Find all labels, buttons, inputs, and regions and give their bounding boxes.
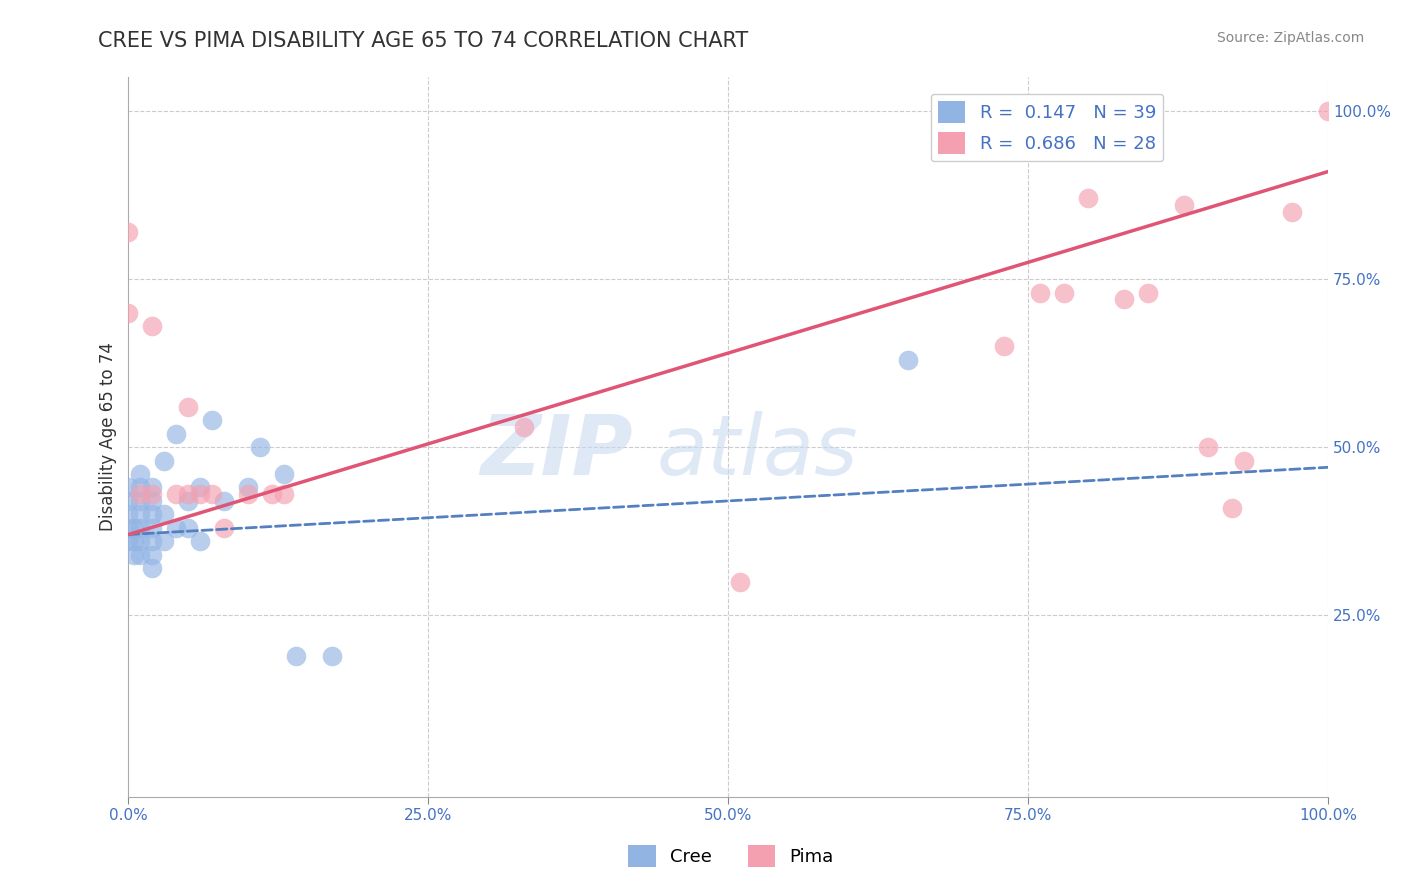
Point (1197, 440, 1219, 454)
Point (262, 487, 284, 501)
Text: CREE VS PIMA DISABILITY AGE 65 TO 74 CORRELATION CHART: CREE VS PIMA DISABILITY AGE 65 TO 74 COR… (98, 31, 748, 51)
Point (141, 508, 163, 522)
Point (129, 467, 152, 481)
Point (129, 534, 152, 549)
Point (117, 306, 139, 320)
Point (124, 548, 146, 562)
Point (166, 521, 188, 535)
Point (1281, 205, 1303, 219)
Point (153, 508, 176, 522)
Point (177, 494, 200, 508)
Legend: Cree, Pima: Cree, Pima (621, 838, 841, 874)
Point (238, 480, 260, 494)
Point (166, 426, 188, 441)
Point (190, 480, 212, 494)
Point (129, 521, 152, 535)
Point (117, 494, 139, 508)
Point (273, 467, 295, 481)
Text: ZIP: ZIP (479, 411, 633, 492)
Point (190, 534, 212, 549)
Point (214, 494, 236, 508)
Point (117, 534, 139, 549)
Point (166, 487, 188, 501)
Point (993, 339, 1015, 353)
Point (117, 225, 139, 239)
Point (1077, 191, 1099, 205)
Point (129, 494, 152, 508)
Point (117, 480, 139, 494)
Point (129, 480, 152, 494)
Point (177, 521, 200, 535)
Point (1029, 285, 1052, 300)
Point (141, 521, 163, 535)
Point (153, 534, 176, 549)
Point (141, 487, 163, 501)
Point (273, 487, 295, 501)
Text: atlas: atlas (657, 411, 858, 492)
Point (1317, 103, 1340, 118)
Point (177, 400, 200, 414)
Point (1053, 285, 1076, 300)
Point (153, 453, 176, 467)
Y-axis label: Disability Age 65 to 74: Disability Age 65 to 74 (100, 343, 117, 532)
Point (1137, 285, 1160, 300)
Point (141, 319, 163, 334)
Legend: R =  0.147   N = 39, R =  0.686   N = 28: R = 0.147 N = 39, R = 0.686 N = 28 (931, 94, 1163, 161)
Point (897, 352, 920, 367)
Point (141, 494, 163, 508)
Point (249, 440, 271, 454)
Point (129, 548, 152, 562)
Point (214, 521, 236, 535)
Point (730, 574, 752, 589)
Point (285, 648, 308, 663)
Point (201, 413, 224, 427)
Point (190, 487, 212, 501)
Point (124, 534, 146, 549)
Point (201, 487, 224, 501)
Point (141, 480, 163, 494)
Point (238, 487, 260, 501)
Point (1173, 198, 1195, 212)
Point (1114, 292, 1136, 306)
Point (1233, 453, 1256, 467)
Point (129, 508, 152, 522)
Point (141, 534, 163, 549)
Point (141, 561, 163, 575)
Point (129, 487, 152, 501)
Point (321, 648, 343, 663)
Point (1220, 500, 1243, 515)
Point (141, 548, 163, 562)
Point (117, 521, 139, 535)
Point (177, 487, 200, 501)
Point (117, 508, 139, 522)
Point (513, 420, 536, 434)
Point (124, 521, 146, 535)
Text: Source: ZipAtlas.com: Source: ZipAtlas.com (1216, 31, 1364, 45)
